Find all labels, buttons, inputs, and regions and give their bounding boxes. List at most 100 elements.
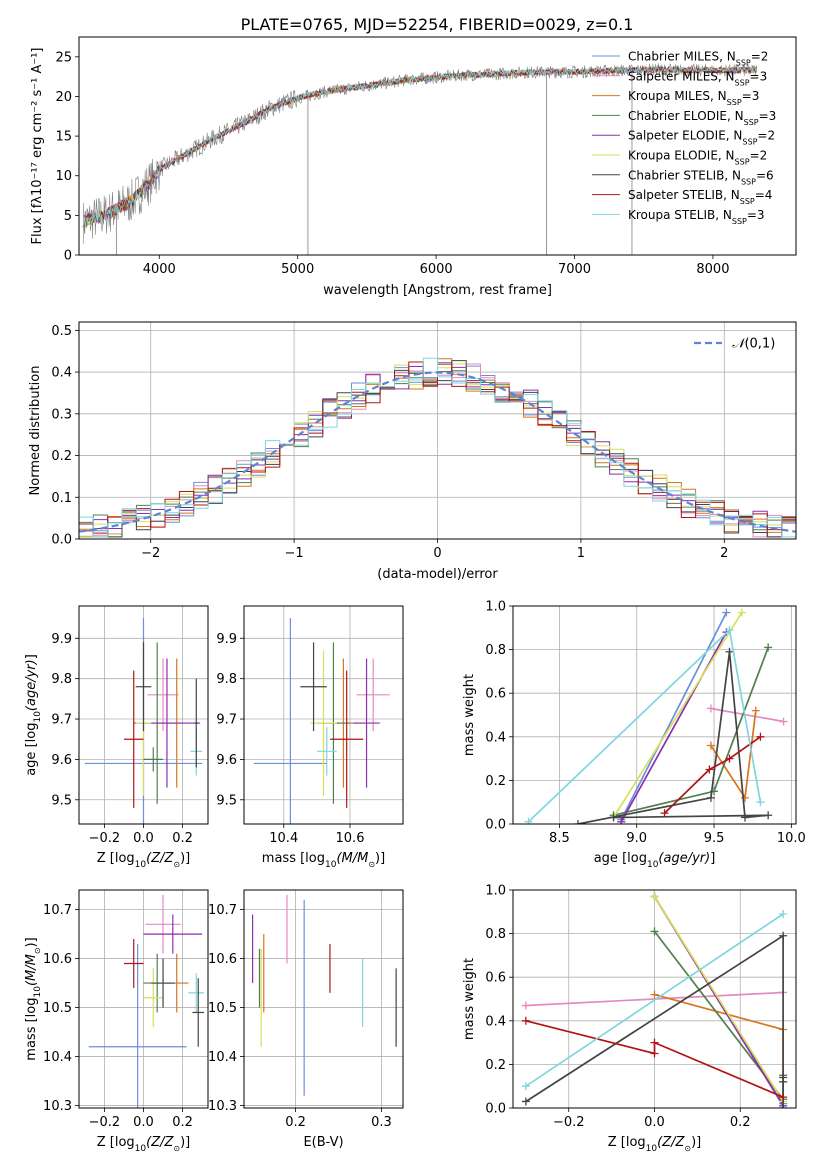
figure-title: PLATE=0765, MJD=52254, FIBERID=0029, z=0… [241, 15, 634, 34]
weight-marker [725, 647, 734, 656]
weight-marker [660, 809, 669, 818]
weight-line [653, 896, 784, 1102]
weight-marker [764, 811, 773, 820]
y-tick-label: 10.4 [43, 1050, 72, 1065]
y-tick-label: 9.9 [51, 632, 72, 647]
legend-label: Kroupa MILES, NSSP=3 [628, 89, 759, 107]
y-tick-label: 15 [55, 130, 72, 145]
y-tick-label: 0.0 [485, 818, 506, 833]
y-axis-label: Normed distribution [28, 366, 43, 496]
legend-label: Salpeter MILES, NSSP=3 [628, 69, 767, 87]
x-tick-label: −0.2 [553, 1115, 585, 1130]
y-axis-label: age [log10(age/yr)] [24, 654, 43, 776]
weight-marker [650, 892, 659, 901]
y-tick-label: 0.4 [485, 1014, 506, 1029]
weight-marker [725, 625, 734, 634]
y-tick-label: 0.2 [485, 1058, 506, 1073]
y-tick-label: 10.3 [208, 1099, 237, 1114]
weight-marker [705, 765, 714, 774]
y-tick-label: 9.5 [51, 793, 72, 808]
y-tick-label: 9.6 [51, 753, 72, 768]
x-tick-label: 0.2 [730, 1115, 751, 1130]
weight_vs_age-axes: 8.5 9.0 9.5 10.0 0.0 0.2 0.4 0.6 0.8 1.0 age [log1… [462, 600, 806, 871]
y-tick-label: 10.3 [43, 1099, 72, 1114]
x-tick-label: 0.2 [172, 1115, 193, 1130]
weight-line [525, 991, 784, 1007]
x-tick-label: −1 [285, 546, 304, 561]
weight-marker [521, 1001, 530, 1010]
weight-marker [779, 1093, 788, 1102]
x-tick-label: 1 [577, 546, 585, 561]
y-tick-label: 9.7 [51, 713, 72, 728]
y-tick-label: 9.9 [216, 632, 237, 647]
y-tick-label: 0.3 [51, 407, 72, 422]
weight-line [525, 913, 784, 1087]
x-tick-label: 10.0 [777, 831, 806, 846]
weight-marker [609, 813, 618, 822]
weight-marker [573, 820, 582, 824]
x-tick-label: 8.5 [549, 831, 570, 846]
x-axis-label: Z [log10(Z/Z⊙)] [97, 851, 191, 870]
y-tick-label: 0.6 [485, 971, 506, 986]
x-tick-label: 0.2 [285, 1115, 306, 1130]
y-axis-label: mass weight [462, 674, 477, 756]
x-tick-label: 9.5 [704, 831, 725, 846]
x-axis-label: (data-model)/error [377, 567, 498, 582]
x-tick-label: 0.2 [172, 831, 193, 846]
x-tick-label: 9.0 [626, 831, 647, 846]
legend-label: 𝒩(0,1) [732, 337, 775, 352]
mass_vs_Z-frame [78, 889, 209, 1109]
x-tick-label: 10.4 [269, 831, 298, 846]
weight-marker [756, 732, 765, 741]
weight-marker [650, 1038, 659, 1047]
y-tick-label: 9.7 [216, 713, 237, 728]
x-tick-label: 0.0 [133, 1115, 154, 1130]
weight-line [527, 628, 762, 823]
y-tick-label: 0.8 [485, 643, 506, 658]
y-tick-label: 0.1 [51, 491, 72, 506]
age_vs_mass-frame [243, 605, 404, 825]
y-tick-label: 20 [55, 90, 72, 105]
y-tick-label: 10.6 [208, 952, 237, 967]
x-axis-label: E(B-V) [303, 1135, 343, 1150]
x-tick-label: 4000 [143, 262, 176, 277]
weight-line [620, 612, 728, 820]
y-axis-label: mass [log10(M/M⊙)] [24, 937, 43, 1060]
weight-marker [779, 1077, 788, 1086]
y-axis-label: mass weight [462, 958, 477, 1040]
y-tick-label: 0.5 [51, 324, 72, 339]
y-tick-label: 0.4 [51, 366, 72, 381]
y-tick-label: 10.5 [43, 1001, 72, 1016]
y-tick-label: 5 [64, 209, 72, 224]
x-tick-label: −0.2 [89, 1115, 121, 1130]
weight-marker [617, 817, 626, 824]
x-axis-label: wavelength [Angstrom, rest frame] [323, 283, 552, 298]
x-tick-label: 2 [720, 546, 728, 561]
weight-marker [521, 1016, 530, 1025]
legend-label: Salpeter STELIB, NSSP=4 [628, 188, 772, 206]
weight-marker [706, 704, 715, 713]
x-axis-label: mass [log10(M/M⊙)] [262, 851, 385, 870]
weight-marker [725, 754, 734, 763]
normal-curve [79, 371, 796, 533]
mass_vs_Z-plot-area [88, 894, 205, 1108]
age_vs_mass-axes: 10.4 10.6 9.5 9.6 9.7 9.8 9.9 mass [log10(M/M⊙)… [216, 606, 403, 870]
y-tick-label: 0 [64, 249, 72, 264]
weight-marker [740, 793, 749, 802]
y-tick-label: 10.7 [208, 903, 237, 918]
weight-line [664, 736, 761, 814]
x-tick-label: 10.6 [336, 831, 365, 846]
legend-label: Salpeter ELODIE, NSSP=2 [628, 129, 775, 147]
weight-marker [779, 717, 788, 726]
x-tick-label: 5000 [281, 262, 314, 277]
weight_vs_age-plot-area [524, 608, 788, 824]
weight-marker [722, 608, 731, 617]
histogram-step [79, 357, 796, 538]
x-tick-label: −0.2 [89, 831, 121, 846]
y-tick-label: 10.6 [43, 952, 72, 967]
weight_vs_Z-frame [512, 889, 797, 1109]
weight-line [654, 993, 784, 1082]
mass_vs_EBV-frame [243, 889, 404, 1109]
x-axis-label: age [log10(age/yr)] [594, 851, 716, 870]
legend-label: Kroupa STELIB, NSSP=3 [628, 208, 765, 226]
